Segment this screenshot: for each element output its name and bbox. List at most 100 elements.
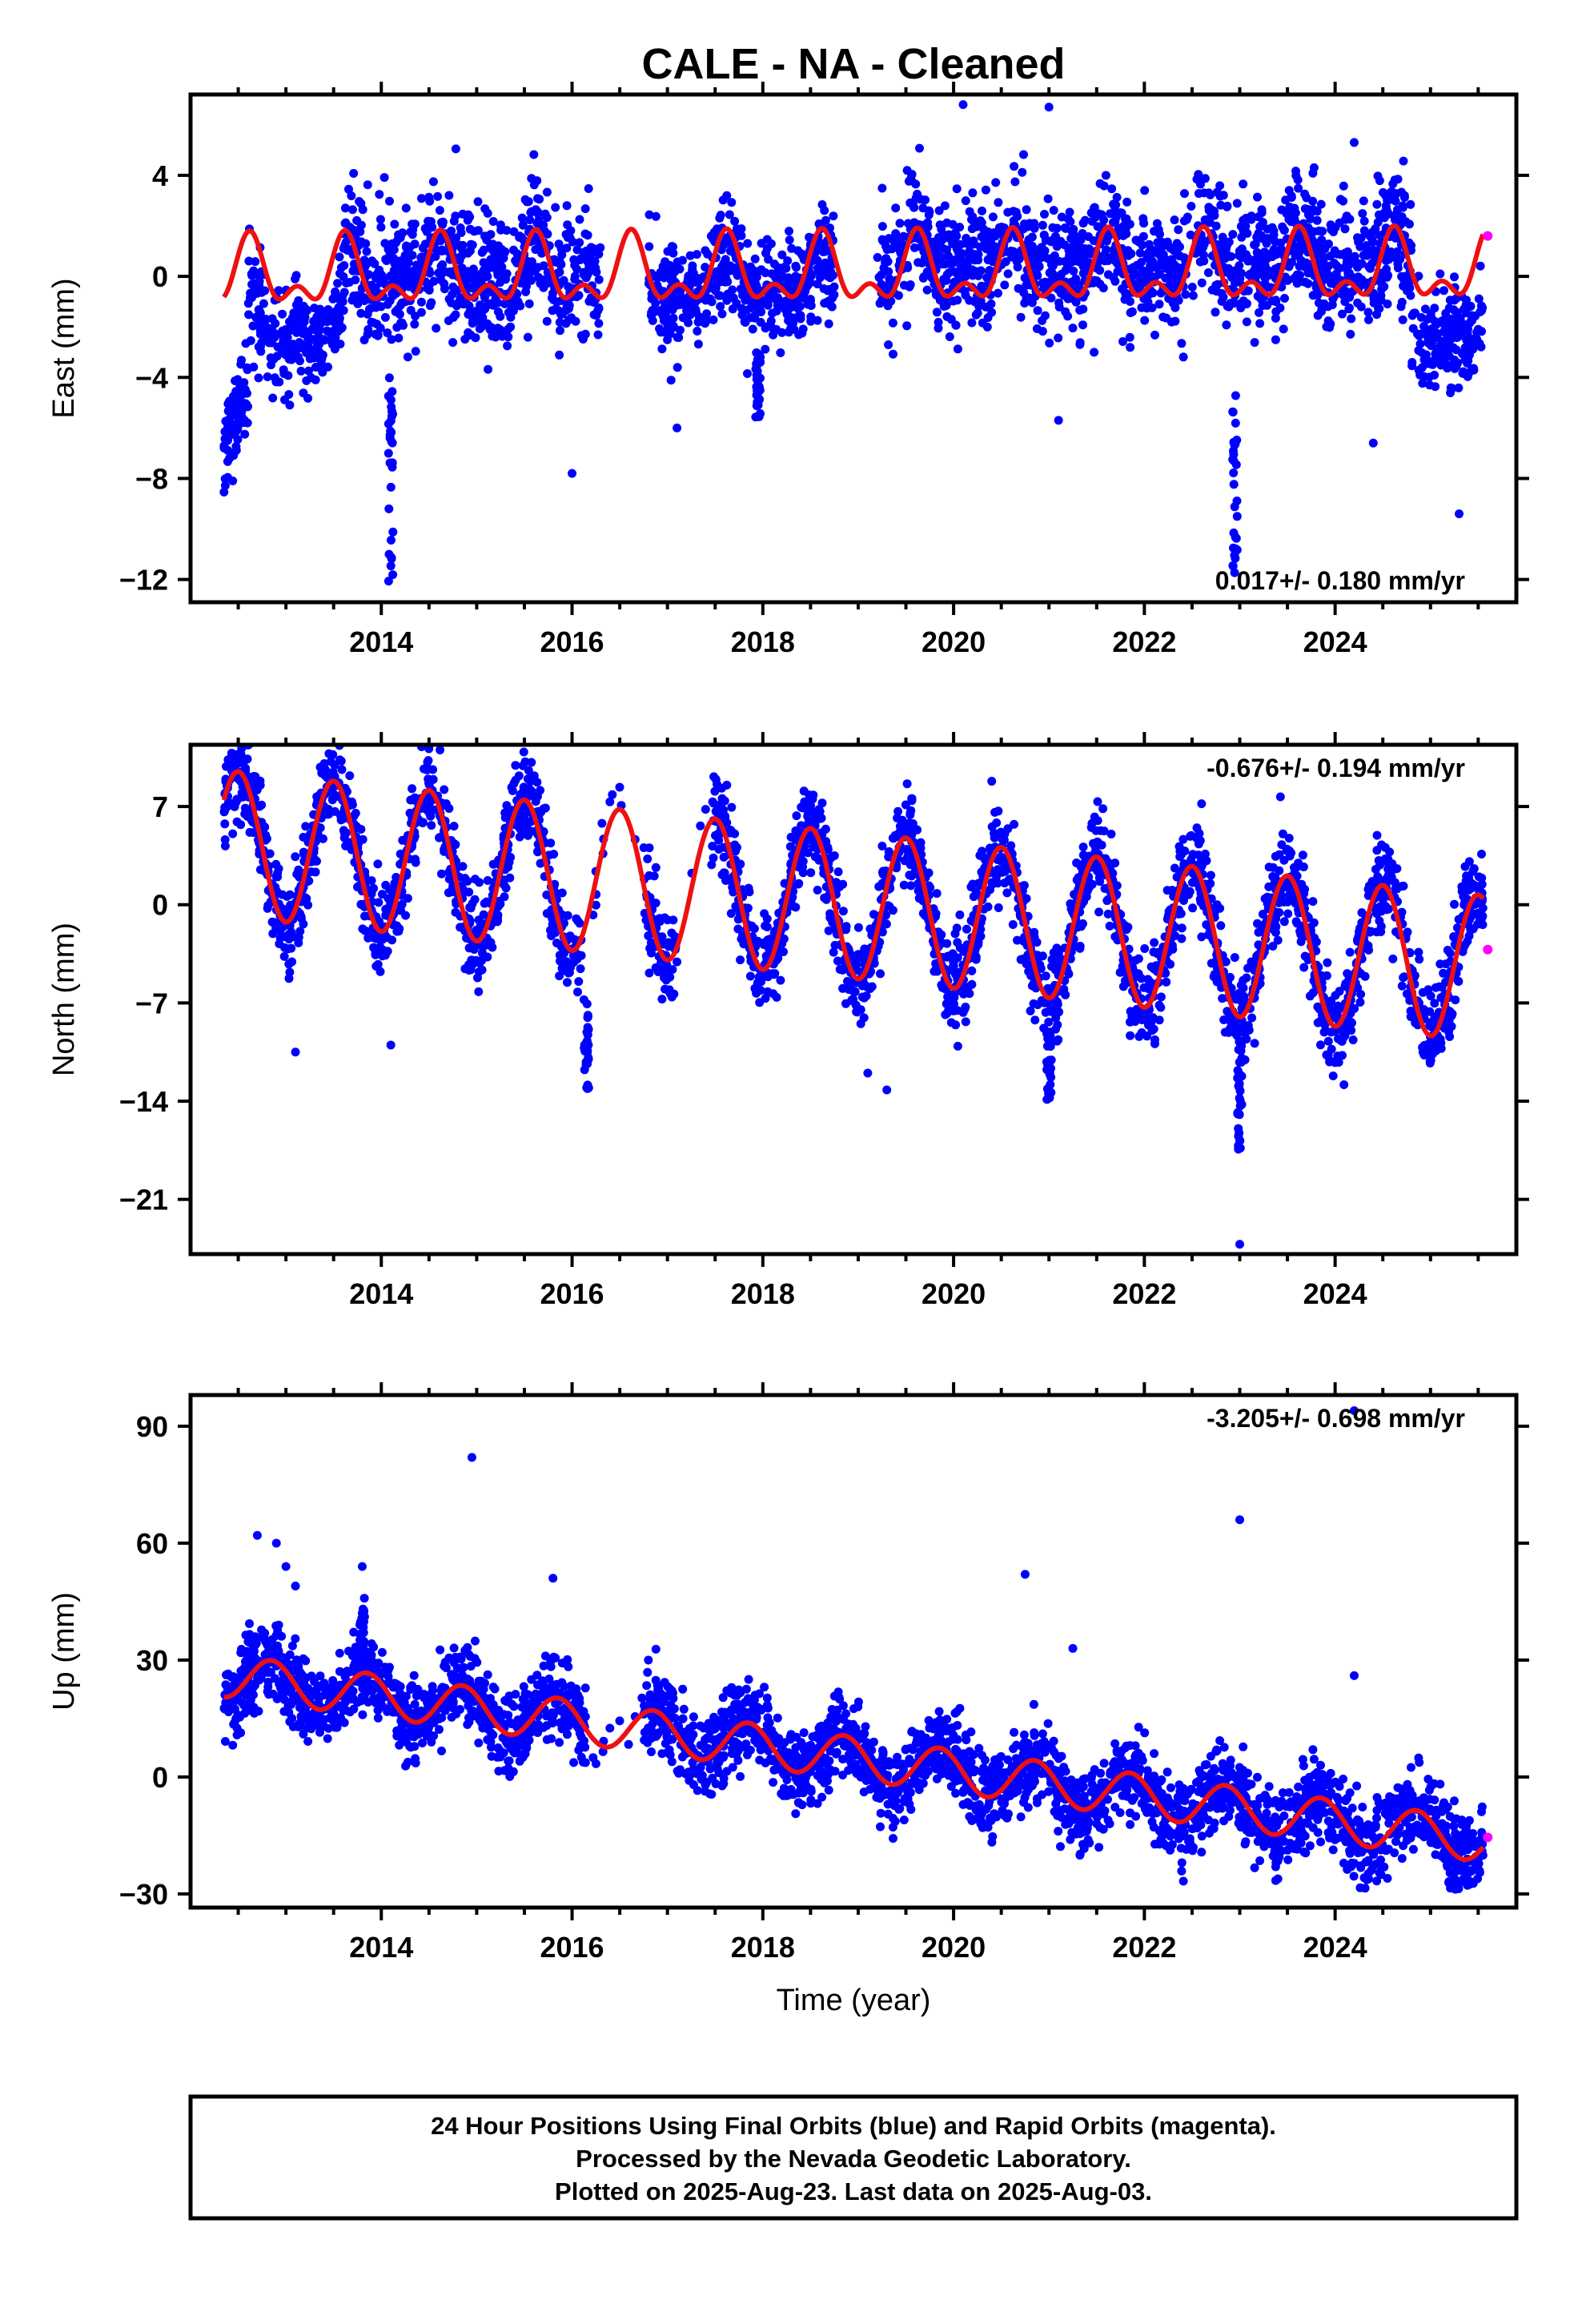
data-point bbox=[352, 215, 362, 225]
data-point bbox=[961, 196, 970, 206]
data-point bbox=[496, 278, 505, 287]
data-point bbox=[1197, 278, 1207, 287]
data-point bbox=[1291, 249, 1301, 259]
data-point bbox=[1375, 210, 1383, 219]
data-point bbox=[1223, 241, 1231, 250]
data-point bbox=[463, 212, 472, 221]
data-point bbox=[1181, 290, 1191, 300]
data-point bbox=[424, 192, 434, 202]
data-point bbox=[347, 205, 357, 215]
data-point bbox=[825, 273, 835, 283]
data-point bbox=[761, 344, 770, 354]
data-point bbox=[1188, 850, 1198, 859]
data-point bbox=[1279, 324, 1288, 334]
data-point bbox=[1419, 355, 1429, 364]
data-point bbox=[946, 1018, 956, 1027]
data-point bbox=[1383, 300, 1392, 309]
data-point bbox=[580, 270, 588, 279]
data-point bbox=[420, 239, 430, 249]
data-point bbox=[475, 315, 484, 324]
data-point bbox=[922, 285, 932, 295]
data-point bbox=[284, 390, 294, 400]
data-point bbox=[393, 235, 403, 244]
data-point bbox=[1399, 156, 1408, 166]
data-point bbox=[1476, 342, 1486, 352]
x-tick-label: 2014 bbox=[349, 625, 413, 658]
data-point bbox=[1306, 214, 1315, 223]
data-point bbox=[949, 296, 958, 306]
data-point bbox=[715, 213, 725, 223]
data-point bbox=[365, 304, 374, 314]
data-point bbox=[659, 328, 669, 337]
data-point bbox=[1033, 306, 1042, 316]
data-point bbox=[285, 400, 295, 410]
data-point bbox=[444, 295, 454, 304]
data-point bbox=[902, 779, 912, 789]
data-point bbox=[1292, 279, 1302, 288]
data-point bbox=[383, 392, 393, 401]
data-point bbox=[962, 234, 971, 243]
data-point bbox=[1271, 307, 1281, 316]
data-point bbox=[1315, 247, 1324, 256]
data-point bbox=[1312, 207, 1322, 216]
data-point bbox=[1174, 296, 1183, 305]
data-point bbox=[483, 271, 492, 281]
data-point bbox=[922, 267, 932, 276]
data-point bbox=[448, 338, 458, 348]
data-point bbox=[1142, 293, 1151, 303]
data-point bbox=[254, 373, 263, 383]
data-point bbox=[306, 344, 315, 354]
data-point bbox=[711, 286, 720, 296]
data-point bbox=[792, 298, 801, 308]
data-point bbox=[267, 360, 275, 370]
data-point bbox=[1194, 189, 1203, 199]
data-point bbox=[244, 256, 254, 266]
data-point bbox=[386, 561, 396, 571]
data-point bbox=[1003, 207, 1013, 217]
data-point bbox=[322, 326, 331, 336]
data-point bbox=[584, 296, 594, 306]
data-point bbox=[373, 859, 383, 869]
data-point bbox=[1347, 314, 1356, 324]
data-point bbox=[1435, 959, 1445, 969]
data-point bbox=[1129, 263, 1138, 272]
data-point bbox=[452, 301, 461, 311]
data-point bbox=[1065, 207, 1074, 217]
data-point bbox=[877, 279, 886, 289]
data-point bbox=[336, 324, 346, 333]
data-point bbox=[1192, 823, 1202, 833]
data-point bbox=[228, 476, 238, 485]
data-point bbox=[497, 245, 507, 254]
data-point bbox=[725, 210, 734, 219]
data-point bbox=[904, 176, 913, 186]
data-point bbox=[692, 250, 701, 259]
data-point bbox=[1284, 834, 1294, 843]
data-point bbox=[584, 184, 593, 193]
data-point bbox=[877, 222, 887, 231]
data-point bbox=[594, 249, 604, 259]
data-point bbox=[383, 448, 393, 458]
data-point bbox=[775, 301, 785, 311]
y-tick-label: −4 bbox=[135, 361, 168, 394]
data-point bbox=[428, 177, 438, 187]
data-point bbox=[438, 219, 448, 229]
data-point bbox=[1110, 202, 1119, 211]
data-point bbox=[981, 185, 990, 195]
data-point bbox=[311, 363, 320, 372]
data-point bbox=[1291, 171, 1301, 180]
data-point bbox=[244, 310, 254, 320]
data-point bbox=[295, 338, 304, 347]
data-point bbox=[764, 255, 773, 264]
data-point bbox=[838, 907, 848, 916]
data-point bbox=[1447, 320, 1456, 329]
data-point bbox=[580, 204, 590, 214]
data-point bbox=[1368, 438, 1378, 448]
data-point bbox=[737, 310, 747, 320]
data-point bbox=[651, 211, 661, 221]
data-point bbox=[1194, 170, 1203, 179]
data-point bbox=[754, 412, 764, 421]
data-point bbox=[1317, 307, 1326, 316]
data-point bbox=[1257, 208, 1267, 217]
data-point bbox=[1056, 236, 1066, 246]
